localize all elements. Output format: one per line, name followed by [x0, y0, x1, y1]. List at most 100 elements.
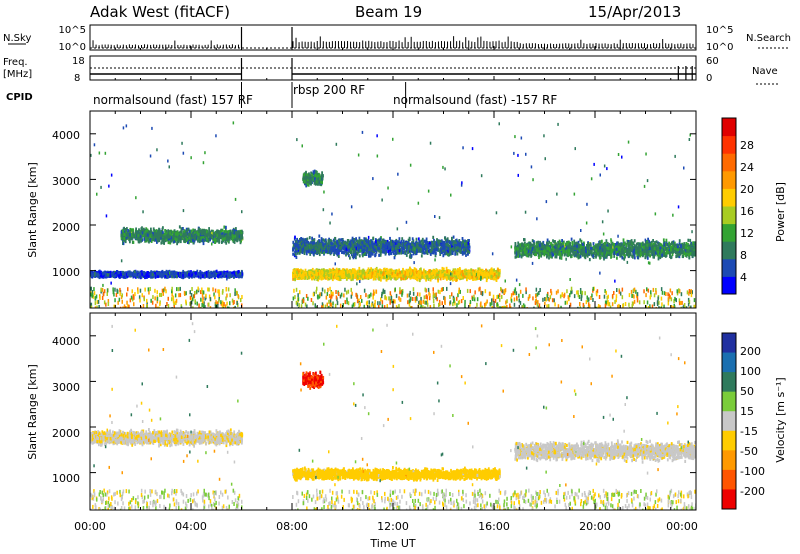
heatmap-cell — [329, 275, 331, 279]
heatmap-cell — [148, 230, 150, 234]
heatmap-cell — [367, 270, 370, 274]
heatmap-cell — [379, 273, 382, 278]
heatmap-cell — [233, 272, 236, 276]
heatmap-cell — [202, 241, 205, 246]
heatmap-cell — [182, 234, 184, 238]
heatmap-cell — [124, 273, 126, 277]
heatmap-cell — [130, 230, 133, 234]
heatmap-cell — [296, 276, 299, 280]
heatmap-cell — [216, 233, 219, 237]
heatmap-cell — [231, 236, 234, 240]
heatmap-cell — [157, 231, 160, 235]
heatmap-cell — [153, 238, 156, 242]
heatmap-cell — [209, 272, 212, 276]
heatmap-cell — [172, 237, 175, 241]
heatmap-cell — [224, 236, 227, 240]
heatmap-cell — [445, 276, 448, 280]
heatmap-cell — [390, 272, 393, 276]
heatmap-cell — [187, 272, 190, 277]
heatmap-cell — [135, 227, 137, 231]
heatmap-cell — [226, 237, 228, 242]
heatmap-cell — [182, 269, 185, 274]
heatmap-cell — [212, 240, 215, 244]
heatmap-cell — [295, 268, 297, 272]
heatmap-cell — [129, 233, 131, 237]
heatmap-cell — [337, 273, 340, 277]
heatmap-cell — [197, 272, 200, 276]
heatmap-cell — [142, 233, 145, 237]
heatmap-cell — [136, 231, 139, 235]
heatmap-cell — [311, 267, 314, 272]
heatmap-cell — [231, 273, 234, 278]
heatmap-cell — [327, 277, 329, 281]
heatmap-cell — [416, 270, 418, 275]
freq-series — [90, 58, 696, 80]
heatmap-cell — [236, 274, 238, 278]
heatmap-cell — [202, 233, 204, 237]
heatmap-cell — [133, 270, 136, 274]
heatmap-cell — [352, 277, 354, 281]
heatmap-cell — [220, 240, 223, 244]
heatmap-cell — [203, 231, 205, 236]
heatmap-cell — [188, 270, 190, 274]
heatmap-cell — [179, 239, 182, 244]
heatmap-cell — [210, 274, 213, 278]
heatmap-cell — [442, 267, 445, 271]
heatmap-cell — [439, 277, 442, 281]
heatmap-cell — [470, 268, 473, 272]
heatmap-cell — [368, 269, 371, 273]
heatmap-cell — [335, 267, 338, 271]
heatmap-cell — [217, 274, 219, 278]
heatmap-cell — [222, 237, 224, 241]
heatmap-cell — [459, 275, 462, 279]
heatmap-cell — [195, 236, 198, 240]
heatmap-cell — [218, 231, 220, 235]
heatmap-cell — [153, 274, 156, 278]
heatmap-cell — [301, 275, 304, 279]
heatmap-cell — [425, 278, 427, 282]
heatmap-cell — [227, 272, 229, 276]
heatmap-cell — [326, 269, 328, 273]
heatmap-cell — [425, 273, 428, 277]
heatmap-cell — [137, 236, 140, 240]
heatmap-cell — [337, 275, 339, 279]
heatmap-cell — [200, 274, 203, 278]
heatmap-cell — [478, 274, 481, 278]
heatmap-cell — [226, 270, 229, 274]
heatmap-cell — [223, 225, 226, 229]
heatmap-cell — [488, 269, 491, 273]
heatmap-cell — [103, 274, 106, 278]
heatmap-cell — [371, 268, 374, 272]
heatmap-cell — [214, 240, 216, 244]
heatmap-cell — [157, 272, 160, 276]
heatmap-cell — [317, 278, 320, 282]
heatmap-cell — [197, 239, 199, 243]
heatmap-cell — [225, 274, 228, 278]
heatmap-cell — [196, 271, 198, 275]
heatmap-cell — [170, 234, 173, 238]
heatmap-cell — [416, 274, 418, 278]
heatmap-cell — [227, 230, 230, 234]
heatmap-cell — [212, 233, 215, 237]
heatmap-cell — [200, 231, 203, 235]
heatmap-cell — [199, 270, 202, 274]
heatmap-cell — [207, 232, 209, 236]
heatmap-cell — [374, 269, 377, 273]
heatmap-cell — [104, 272, 107, 276]
heatmap-cell — [432, 275, 435, 279]
heatmap-cell — [451, 275, 454, 279]
heatmap-cell — [321, 276, 324, 280]
heatmap-cell — [221, 232, 224, 236]
heatmap-cell — [213, 270, 215, 275]
heatmap-cell — [197, 233, 200, 237]
heatmap-cell — [183, 273, 186, 277]
heatmap-cell — [150, 230, 152, 234]
heatmap-cell — [424, 272, 427, 276]
heatmap-cell — [193, 234, 195, 238]
heatmap-cell — [241, 270, 243, 274]
heatmap-cell — [156, 237, 159, 241]
heatmap-cell — [414, 274, 417, 278]
heatmap-cell — [154, 275, 157, 279]
heatmap-cell — [158, 234, 161, 238]
beam-title: Beam 19 — [355, 3, 422, 21]
